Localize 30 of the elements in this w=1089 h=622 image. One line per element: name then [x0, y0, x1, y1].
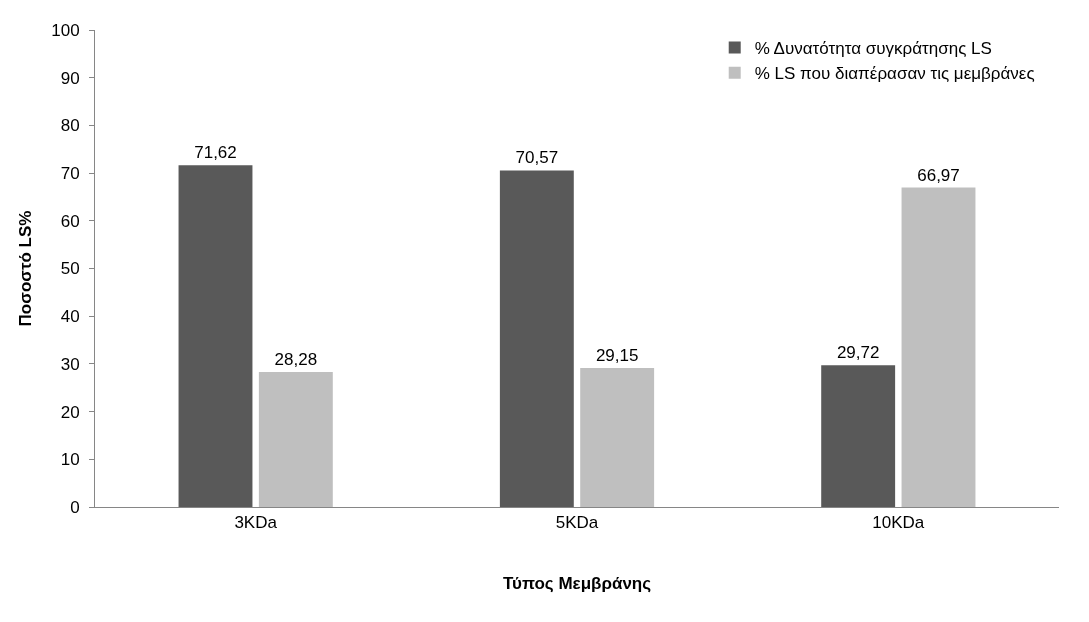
y-tick-label: 10	[60, 450, 80, 470]
y-tick-label: 70	[60, 164, 80, 184]
y-tick-label: 50	[60, 259, 80, 279]
x-tick-label: 5KDa	[555, 513, 599, 533]
y-tick-label: 80	[60, 116, 80, 136]
y-tick-label: 30	[60, 354, 80, 374]
data-label: 29,72	[836, 343, 880, 363]
bar	[178, 165, 253, 507]
legend-label: % LS που διαπέρασαν τις μεμβράνες	[754, 64, 1035, 84]
x-tick-label: 10KDa	[872, 513, 925, 533]
bar	[580, 367, 655, 507]
data-label: 28,28	[274, 350, 318, 370]
data-label: 29,15	[595, 345, 639, 365]
y-tick-label: 90	[60, 68, 80, 88]
bar	[901, 187, 976, 507]
legend-label: % Δυνατότητα συγκράτησης LS	[754, 39, 992, 59]
y-axis-title: Ποσοστό LS%	[15, 210, 35, 327]
bar	[258, 372, 333, 507]
data-label: 70,57	[515, 148, 559, 168]
x-tick-label: 3KDa	[234, 513, 278, 533]
x-axis-title: Τύπος Μεμβράνης	[502, 573, 652, 593]
y-tick-label: 40	[60, 307, 80, 327]
y-tick-label: 60	[60, 211, 80, 231]
data-label: 66,97	[917, 165, 960, 185]
data-label: 71,62	[194, 143, 237, 163]
y-tick-label: 100	[51, 20, 80, 40]
y-tick-label: 0	[70, 497, 80, 517]
bar	[499, 170, 574, 507]
bar	[821, 365, 896, 507]
y-tick-label: 20	[60, 402, 80, 422]
